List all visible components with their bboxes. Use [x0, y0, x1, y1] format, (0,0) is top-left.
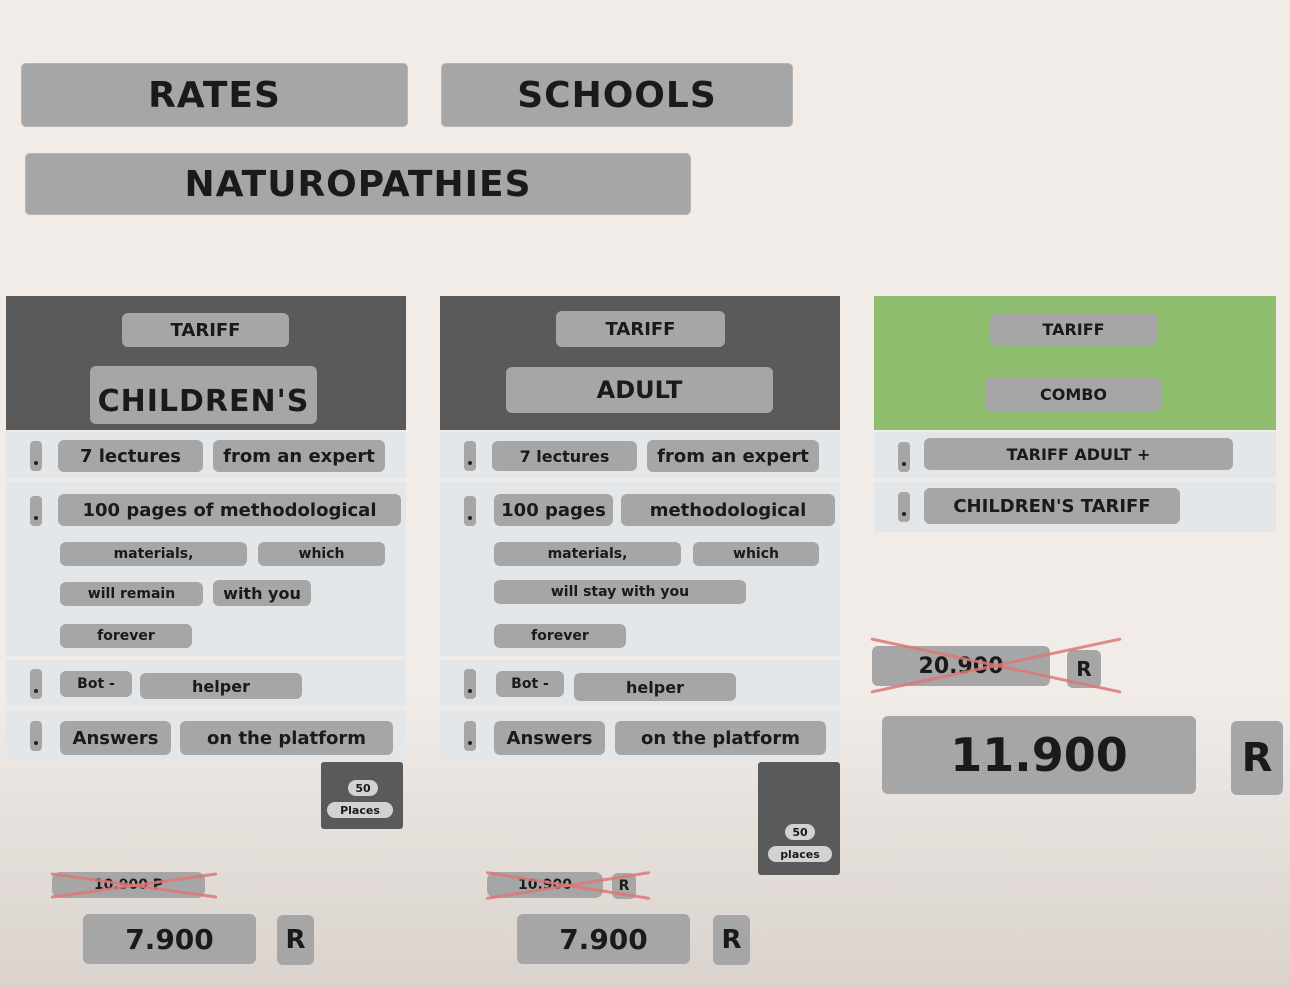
feature-text: Answers	[60, 721, 171, 755]
combo-price: 11.900	[882, 716, 1196, 794]
feature-text: 100 pages	[494, 494, 613, 526]
feature-text: helper	[574, 673, 736, 701]
children-title: CHILDREN'S	[90, 366, 317, 424]
feature-text: materials,	[60, 542, 247, 566]
combo-old-price: 20.900	[872, 646, 1050, 686]
children-feature-lectures: 7 lectures from an expert	[6, 432, 406, 478]
naturopathies-button[interactable]: NATUROPATHIES	[26, 154, 690, 214]
adult-tariff-card: TARIFF ADULT 7 lectures from an expert 1…	[440, 296, 840, 761]
feature-text: will remain	[60, 582, 203, 606]
rates-button[interactable]: RATES	[22, 64, 407, 126]
bullet-icon	[464, 496, 476, 526]
adult-title: ADULT	[506, 367, 773, 413]
bullet-icon	[30, 721, 42, 751]
adult-currency: R	[713, 915, 750, 965]
feature-text: with you	[213, 580, 311, 606]
places-label: places	[768, 846, 832, 862]
bullet-icon	[898, 492, 910, 522]
adult-feature-materials: 100 pages methodological materials, whic…	[440, 482, 840, 656]
feature-text: 100 pages of methodological	[58, 494, 401, 526]
adult-places-badge: 50 places	[758, 762, 840, 875]
combo-feature-children: CHILDREN'S TARIFF	[874, 482, 1276, 532]
feature-text: 7 lectures	[58, 440, 203, 472]
combo-currency: R	[1231, 721, 1283, 795]
feature-text: will stay with you	[494, 580, 746, 604]
feature-text: from an expert	[213, 440, 385, 472]
adult-feature-lectures: 7 lectures from an expert	[440, 432, 840, 478]
combo-feature-adult: TARIFF ADULT +	[874, 432, 1276, 478]
feature-text: materials,	[494, 542, 681, 566]
bullet-icon	[898, 442, 910, 472]
combo-title: COMBO	[985, 377, 1162, 411]
children-currency: R	[277, 915, 314, 965]
bullet-icon	[30, 441, 42, 471]
feature-text: methodological	[621, 494, 835, 526]
places-count: 50	[785, 824, 815, 840]
feature-text: Bot -	[496, 671, 564, 697]
feature-text: which	[258, 542, 385, 566]
combo-tariff-card: TARIFF COMBO TARIFF ADULT + CHILDREN'S T…	[874, 296, 1276, 532]
children-feature-answers: Answers on the platform	[6, 710, 406, 760]
bullet-icon	[30, 669, 42, 699]
combo-tag: TARIFF	[990, 313, 1157, 345]
places-label: Places	[327, 802, 393, 818]
bullet-icon	[464, 669, 476, 699]
feature-text: which	[693, 542, 819, 566]
feature-text: forever	[60, 624, 192, 648]
feature-text: CHILDREN'S TARIFF	[924, 488, 1180, 524]
adult-feature-bot: Bot - helper	[440, 660, 840, 706]
children-feature-bot: Bot - helper	[6, 660, 406, 706]
children-places-badge: 50 Places	[321, 762, 403, 829]
children-tariff-card: TARIFF CHILDREN'S 7 lectures from an exp…	[6, 296, 406, 761]
adult-price: 7.900	[517, 914, 690, 964]
combo-old-currency: R	[1067, 650, 1101, 688]
children-tag: TARIFF	[122, 313, 289, 347]
feature-text: TARIFF ADULT +	[924, 438, 1233, 470]
feature-text: on the platform	[615, 721, 826, 755]
feature-text: Answers	[494, 721, 605, 755]
bullet-icon	[30, 496, 42, 526]
feature-text: Bot -	[60, 671, 132, 697]
children-price: 7.900	[83, 914, 256, 964]
schools-button[interactable]: SCHOOLS	[442, 64, 792, 126]
feature-text: on the platform	[180, 721, 393, 755]
adult-tag: TARIFF	[556, 311, 725, 347]
feature-text: 7 lectures	[492, 441, 637, 471]
adult-feature-answers: Answers on the platform	[440, 710, 840, 760]
bullet-icon	[464, 441, 476, 471]
feature-text: from an expert	[647, 440, 819, 472]
children-feature-materials: 100 pages of methodological materials, w…	[6, 482, 406, 656]
feature-text: forever	[494, 624, 626, 648]
feature-text: helper	[140, 673, 302, 699]
places-count: 50	[348, 780, 378, 796]
bullet-icon	[464, 721, 476, 751]
